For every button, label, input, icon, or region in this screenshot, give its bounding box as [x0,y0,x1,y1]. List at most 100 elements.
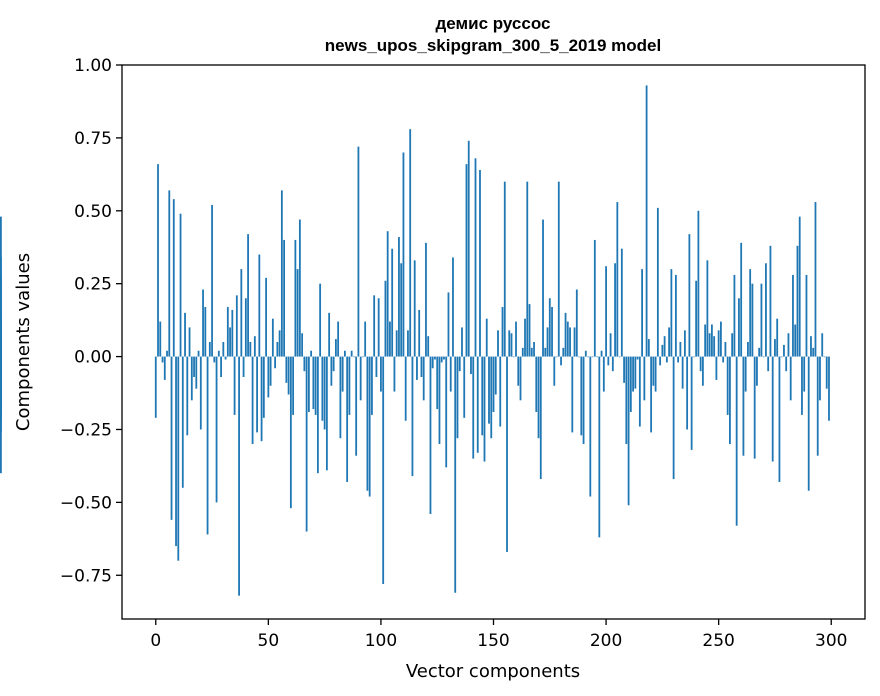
bar-component-109 [400,263,403,357]
bar-component-265 [751,283,754,357]
bar-component-91 [359,356,362,401]
bar-component-104 [389,321,391,357]
bar-component-78 [330,356,333,386]
bar-component-122 [429,356,432,515]
bar-component-278 [780,356,783,358]
bar-component-6 [168,190,171,357]
bar-component-191 [584,350,587,357]
bar-component-168 [533,342,535,357]
y-tick-label: 0.75 [74,129,112,149]
chart-title: демис руссос [436,14,551,33]
bar-component-112 [407,330,409,357]
bar-component-225 [661,344,664,357]
bar-component-81 [337,321,340,357]
bar-component-64 [298,219,301,357]
bar-component-255 [729,356,731,445]
bar-component-251 [720,321,722,357]
bar-component-55 [278,330,281,357]
bar-component-158 [510,333,513,357]
bar-component-294 [816,356,819,456]
bar-component-268 [758,347,761,357]
bar-component-216 [641,269,643,357]
bar-component-189 [580,356,583,436]
x-axis-ticks: 0 50 100 150 200 250 300 [150,619,847,651]
bar-component-231 [674,274,677,357]
bar-component-281 [787,333,790,357]
bar-component-239 [692,356,695,358]
x-tick-label: 200 [590,631,622,651]
bar-component-110 [402,152,405,357]
bar-component-280 [785,356,788,372]
bar-component-85 [346,356,349,482]
y-tick-label: −0.25 [60,420,112,440]
bar-component-21 [202,289,204,357]
bar-component-9 [175,356,177,547]
bar-component-143 [476,356,479,453]
bar-component-258 [735,356,738,526]
bar-component-47 [260,356,263,442]
bar-component-160 [515,321,517,357]
x-axis-label: Vector components [406,661,580,682]
bar-component-287 [801,356,803,415]
bar-component-202 [609,333,612,357]
bar-component-2 [159,321,162,357]
bar-component-132 [452,257,454,357]
bar-component-86 [348,356,351,415]
bar-component-286 [798,216,801,357]
bar-component-222 [654,356,657,392]
bar-component-215 [638,356,641,427]
bar-component-181 [562,347,565,357]
bar-component-279 [783,344,785,357]
bar-component-193 [589,356,592,497]
bar-component-42 [249,342,252,357]
bar-component-151 [494,356,497,395]
bar-component-211 [629,356,632,412]
bar-component-16 [190,356,193,401]
bar-component-66 [303,356,306,372]
bar-component-154 [501,307,504,357]
bar-component-205 [616,202,619,357]
bar-component-229 [670,269,673,357]
bar-component-152 [497,330,499,357]
bar-component-94 [366,356,369,491]
bar-component-19 [197,350,200,357]
bar-component-264 [749,269,752,357]
bar-component-129 [445,356,448,468]
bar-component-121 [427,336,430,357]
bar-component-195 [593,239,596,357]
bar-component-119 [422,356,425,401]
bar-component-249 [715,356,718,380]
bar-component-56 [280,190,283,357]
bar-component-263 [747,342,749,357]
bar-component-240 [695,280,698,357]
bar-component-40 [244,298,247,357]
x-tick-label: 100 [365,631,397,651]
bar-component-238 [690,356,693,450]
y-axis-label: Components values [13,253,34,431]
y-tick-label: 0.00 [74,348,112,368]
bar-component-289 [805,274,808,357]
bar-component-69 [310,350,313,357]
bar-component-105 [391,248,394,357]
bar-component-79 [332,356,335,372]
bar-component-61 [292,356,295,415]
bar-component-201 [607,356,610,366]
bar-component-170 [537,356,540,439]
bar-component-157 [508,330,511,357]
bar-component-194 [591,356,594,358]
bar-component-53 [274,356,276,369]
bar-component-224 [659,356,662,366]
bar-component-25 [211,204,213,357]
bar-component-84 [344,350,346,357]
bar-component-24 [208,342,211,357]
bar-component-253 [724,342,727,357]
bar-component-44 [253,336,256,357]
bar-component-213 [634,356,637,389]
y-tick-label: 0.50 [74,202,112,222]
bar-component-63 [296,269,299,357]
bar-component-58 [285,356,288,383]
bar-component-257 [733,274,736,357]
bar-component-125 [436,356,439,410]
bar-component-259 [738,298,740,357]
bar-component-0 [154,356,157,418]
